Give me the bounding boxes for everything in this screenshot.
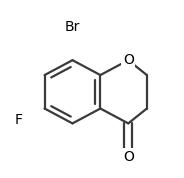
Text: Br: Br <box>65 20 80 34</box>
Text: O: O <box>123 150 134 164</box>
Text: O: O <box>123 53 134 67</box>
Text: F: F <box>15 113 23 127</box>
